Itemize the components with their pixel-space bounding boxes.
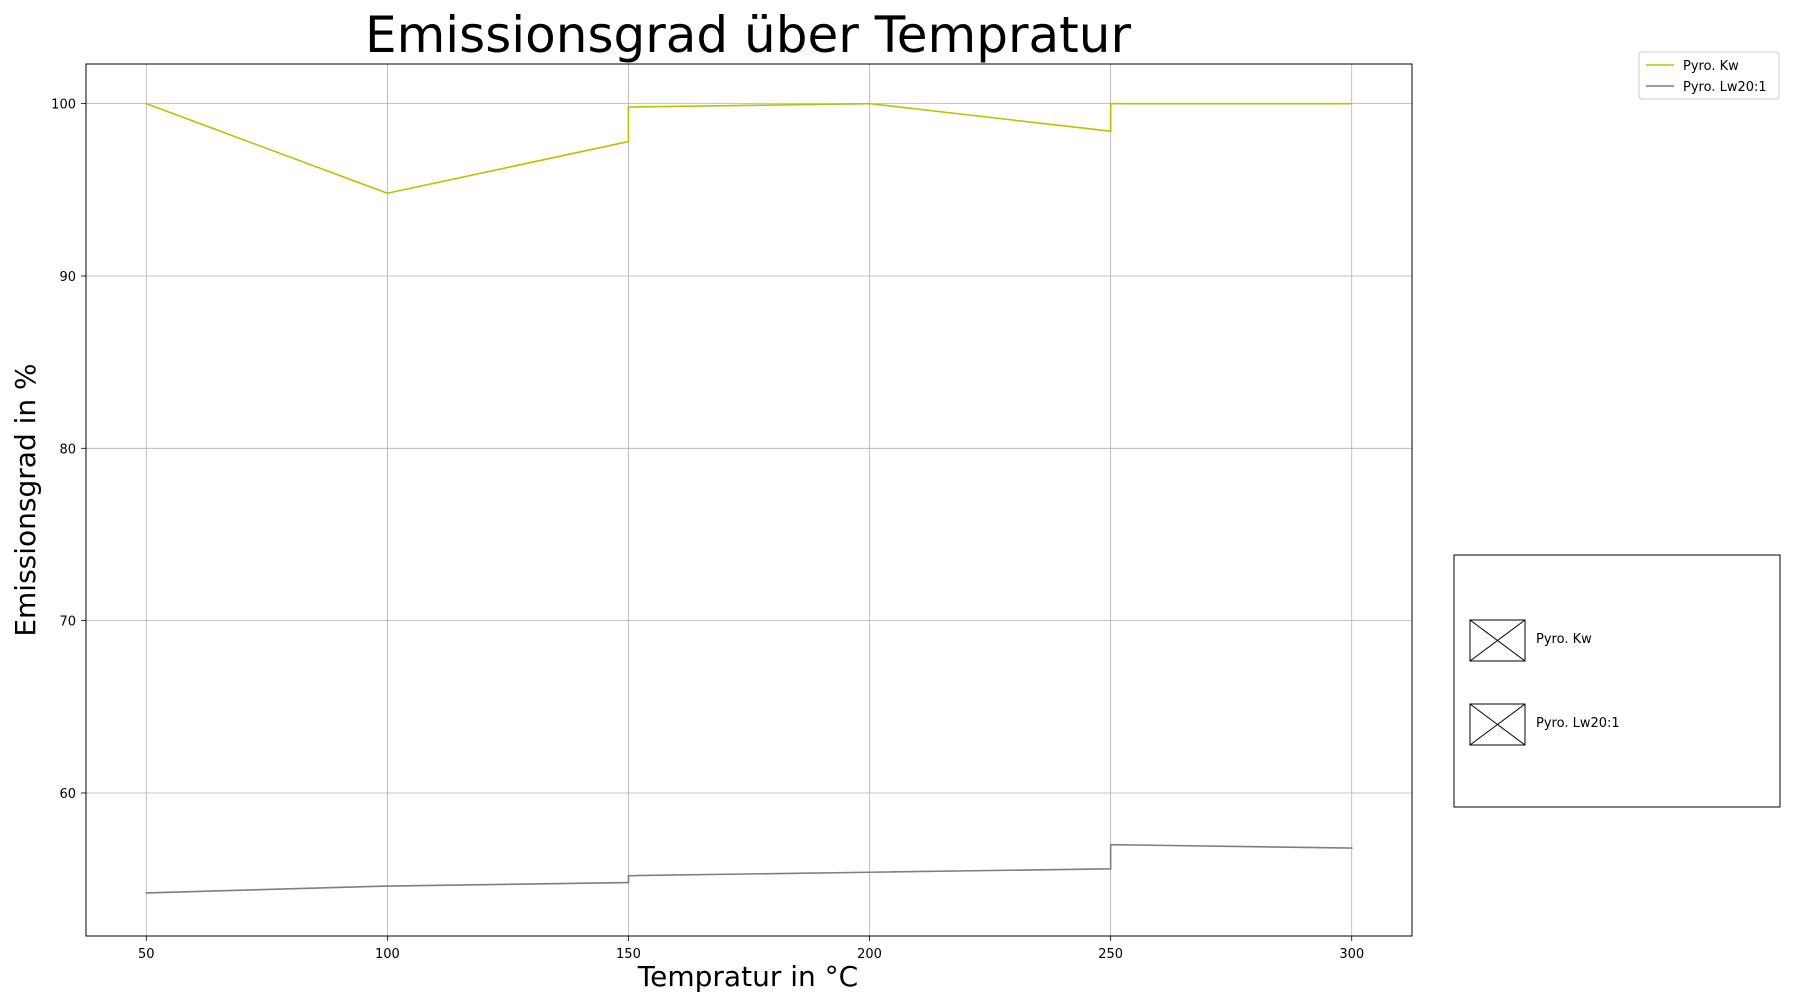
chart-title: Emissionsgrad über Tempratur [365,6,1131,64]
series-layer [145,102,1353,894]
data-point [1109,102,1112,105]
grid-lines [86,64,1412,936]
legend-frame [1638,51,1780,100]
series-line-1 [146,843,1352,894]
x-tick-label: 100 [375,947,400,962]
x-tick-label: 300 [1339,947,1364,962]
data-point [627,140,630,143]
x-axis-ticks: 50 100 150 200 250 300 [138,936,1364,962]
x-tick-label: 150 [616,947,641,962]
secondary-legend-label-pyro-lw: Pyro. Lw20:1 [1536,716,1620,731]
secondary-legend: Pyro. Kw Pyro. Lw20:1 [1453,554,1781,808]
y-tick-label: 100 [51,98,76,113]
plot-frame [85,63,1413,937]
secondary-legend-placeholder-icon [1469,619,1526,662]
y-axis-label: Emissionsgrad in % [9,363,42,636]
x-tick-label: 200 [857,947,882,962]
data-point [145,892,148,894]
data-point [145,102,148,105]
data-point [1350,847,1353,849]
y-tick-label: 70 [59,615,76,630]
legend: Pyro. Kw Pyro. Lw20:1 [1638,51,1780,100]
data-point [627,881,630,884]
data-point [1109,843,1112,846]
data-point [627,874,630,877]
y-tick-label: 90 [59,270,76,285]
data-point [386,192,389,195]
data-point [1109,867,1112,870]
data-point [868,871,871,874]
x-axis-label: Tempratur in °C [637,960,858,993]
series-line-0 [145,102,1352,195]
y-tick-label: 80 [59,442,76,457]
legend-label-pyro-kw: Pyro. Kw [1683,59,1739,74]
legend-label-pyro-lw: Pyro. Lw20:1 [1683,80,1767,95]
secondary-legend-placeholder-icon [1469,703,1526,746]
y-axis-ticks: 60 70 80 90 100 [51,98,86,802]
data-point [1109,130,1112,133]
x-tick-label: 250 [1098,947,1123,962]
y-tick-label: 60 [59,787,76,802]
secondary-legend-frame [1453,554,1781,808]
data-point [1350,102,1353,105]
data-point [868,102,871,105]
data-point [627,106,630,108]
secondary-legend-label-pyro-kw: Pyro. Kw [1536,632,1592,647]
data-point [386,885,389,887]
x-tick-label: 50 [138,947,155,962]
